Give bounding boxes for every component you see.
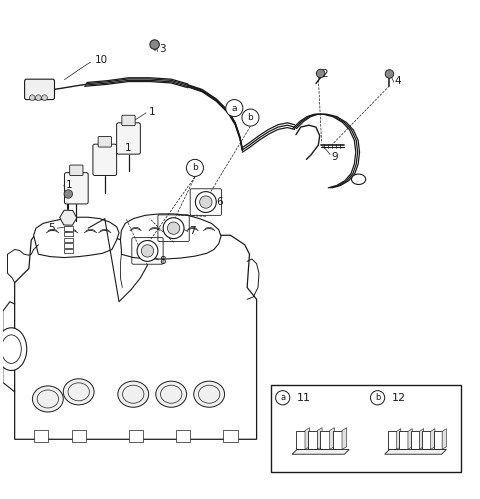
Text: 3: 3 (159, 44, 166, 54)
Text: 1: 1 (149, 107, 156, 117)
Text: a: a (231, 104, 237, 113)
Text: 11: 11 (297, 393, 311, 403)
Circle shape (186, 159, 204, 177)
Bar (271, 385, 461, 473)
FancyBboxPatch shape (64, 173, 88, 204)
Text: 1: 1 (125, 143, 132, 153)
Text: 6: 6 (216, 197, 223, 207)
Text: 7: 7 (189, 226, 195, 236)
Bar (63, 238, 73, 242)
Ellipse shape (194, 381, 225, 407)
Circle shape (64, 190, 72, 198)
Text: 1: 1 (65, 180, 72, 190)
Circle shape (42, 95, 48, 100)
Text: 12: 12 (392, 393, 406, 403)
FancyBboxPatch shape (117, 123, 140, 154)
Bar (63, 244, 73, 248)
Polygon shape (296, 431, 305, 450)
Polygon shape (320, 431, 330, 450)
Bar (223, 430, 238, 442)
Bar (176, 430, 190, 442)
Text: b: b (375, 393, 380, 402)
Ellipse shape (351, 174, 366, 185)
Circle shape (195, 192, 216, 213)
Circle shape (137, 241, 158, 261)
Polygon shape (431, 429, 435, 450)
FancyBboxPatch shape (93, 144, 117, 176)
Polygon shape (34, 217, 119, 257)
Bar (72, 430, 86, 442)
Polygon shape (396, 429, 401, 450)
Text: b: b (192, 163, 198, 172)
Circle shape (168, 222, 180, 235)
Bar (63, 226, 73, 231)
Text: 4: 4 (395, 76, 401, 86)
Circle shape (226, 100, 243, 117)
Circle shape (316, 69, 325, 78)
FancyBboxPatch shape (70, 165, 83, 176)
Polygon shape (408, 429, 412, 450)
Ellipse shape (156, 381, 187, 407)
Text: 5: 5 (48, 223, 54, 233)
Circle shape (36, 95, 41, 100)
Circle shape (200, 196, 212, 208)
Ellipse shape (33, 386, 63, 412)
Polygon shape (308, 431, 317, 450)
Text: 10: 10 (96, 55, 108, 65)
Polygon shape (411, 432, 420, 450)
Polygon shape (292, 450, 349, 454)
Polygon shape (433, 432, 442, 450)
Polygon shape (399, 432, 408, 450)
Circle shape (242, 109, 259, 126)
Polygon shape (342, 428, 347, 450)
FancyBboxPatch shape (98, 137, 111, 147)
Ellipse shape (63, 379, 94, 405)
Circle shape (276, 391, 290, 405)
Circle shape (385, 70, 394, 78)
Bar (63, 249, 73, 253)
Ellipse shape (118, 381, 149, 407)
Text: a: a (280, 393, 285, 402)
Polygon shape (120, 214, 221, 259)
Ellipse shape (0, 328, 27, 370)
Circle shape (150, 40, 159, 49)
Polygon shape (422, 432, 431, 450)
Polygon shape (14, 224, 257, 439)
FancyBboxPatch shape (122, 115, 135, 126)
FancyBboxPatch shape (24, 79, 55, 100)
Text: 8: 8 (159, 256, 166, 266)
Polygon shape (420, 429, 424, 450)
Polygon shape (442, 429, 446, 450)
Polygon shape (333, 431, 342, 450)
Circle shape (163, 218, 184, 239)
Bar (34, 430, 48, 442)
Polygon shape (384, 450, 446, 454)
Circle shape (29, 95, 35, 100)
Polygon shape (317, 428, 322, 450)
Polygon shape (330, 428, 335, 450)
Circle shape (371, 391, 384, 405)
Text: 2: 2 (322, 69, 328, 79)
Text: b: b (248, 113, 253, 122)
Polygon shape (305, 428, 310, 450)
Polygon shape (388, 432, 396, 450)
Circle shape (141, 245, 154, 257)
Text: 9: 9 (331, 152, 338, 162)
Bar (129, 430, 143, 442)
Bar (63, 232, 73, 236)
